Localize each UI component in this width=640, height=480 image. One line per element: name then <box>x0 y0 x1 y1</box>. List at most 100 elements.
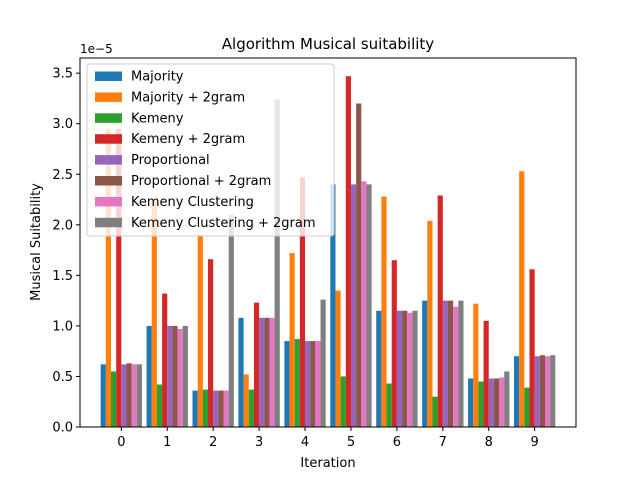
bar-5-iter-1 <box>167 325 173 427</box>
bar-2-iter-8 <box>473 303 479 427</box>
legend-swatch-6 <box>95 176 122 186</box>
y-tick-label: 1.5 <box>52 269 73 284</box>
y-tick-label: 0.0 <box>52 421 73 436</box>
bar-1-iter-0 <box>100 364 106 427</box>
bar-5-iter-9 <box>534 356 540 427</box>
legend-label-8: Kemeny Clustering + 2gram <box>131 216 316 231</box>
bar-3-iter-3 <box>248 389 254 427</box>
bar-8-iter-6 <box>412 310 418 427</box>
y-tick-label: 0.5 <box>52 370 73 385</box>
y-tick-label: 2.0 <box>52 218 73 233</box>
bar-5-iter-3 <box>259 317 265 427</box>
bar-1-iter-8 <box>468 378 474 427</box>
bar-1-iter-9 <box>514 356 520 427</box>
legend-swatch-4 <box>95 134 122 144</box>
bar-2-iter-0 <box>105 128 111 427</box>
bar-6-iter-5 <box>356 103 362 428</box>
legend-label-2: Majority + 2gram <box>131 90 245 105</box>
y-tick-label: 1.0 <box>52 319 73 334</box>
bar-1-iter-6 <box>376 310 382 427</box>
bar-2-iter-3 <box>243 374 249 427</box>
bar-7-iter-6 <box>407 312 413 427</box>
bar-8-iter-7 <box>458 300 464 427</box>
bar-8-iter-9 <box>550 355 556 427</box>
bar-4-iter-5 <box>345 76 351 427</box>
bar-4-iter-2 <box>208 259 214 427</box>
bar-8-iter-0 <box>136 364 142 427</box>
bar-3-iter-4 <box>294 339 300 427</box>
bar-8-iter-5 <box>366 184 372 427</box>
bar-4-iter-7 <box>437 195 443 427</box>
bar-4-iter-8 <box>483 320 489 427</box>
x-tick-label: 8 <box>485 435 493 450</box>
bar-3-iter-1 <box>156 384 163 427</box>
bar-4-iter-4 <box>299 177 306 427</box>
legend-label-5: Proportional <box>131 153 210 168</box>
bar-1-iter-7 <box>422 300 428 427</box>
x-tick-label: 6 <box>393 435 401 450</box>
legend-swatch-5 <box>95 155 122 165</box>
legend-swatch-8 <box>95 217 122 228</box>
legend-label-4: Kemeny + 2gram <box>131 132 245 147</box>
bar-8-iter-3 <box>274 99 280 427</box>
bars-group <box>100 76 556 428</box>
bar-3-iter-9 <box>524 387 530 427</box>
bar-7-iter-4 <box>315 341 321 427</box>
y-axis-label: Musical Suitability <box>29 183 44 301</box>
bar-2-iter-5 <box>335 290 341 427</box>
bar-6-iter-1 <box>172 325 178 427</box>
bar-4-iter-3 <box>253 302 260 427</box>
bar-5-iter-8 <box>488 378 494 427</box>
bar-7-iter-8 <box>499 377 505 427</box>
x-tick-label: 9 <box>531 435 539 450</box>
legend: Majority Majority + 2gram Kemeny Kemeny + 2… <box>86 63 335 237</box>
bar-2-iter-9 <box>519 171 525 427</box>
bar-8-iter-8 <box>504 371 510 427</box>
bar-3-iter-7 <box>432 396 438 427</box>
bar-2-iter-2 <box>197 234 203 427</box>
x-axis-label: Iteration <box>300 456 355 471</box>
bar-3-iter-0 <box>111 371 117 427</box>
bar-4-iter-9 <box>529 269 535 427</box>
bar-7-iter-2 <box>223 390 229 427</box>
bar-6-iter-3 <box>264 317 270 427</box>
bar-1-iter-1 <box>146 325 152 427</box>
legend-label-1: Majority <box>131 70 184 85</box>
legend-label-3: Kemeny <box>131 111 184 126</box>
bar-5-iter-6 <box>396 310 403 427</box>
bar-6-iter-9 <box>539 355 545 427</box>
legend-label-6: Proportional + 2gram <box>131 174 271 189</box>
y-tick-label: 3.5 <box>52 67 73 82</box>
axes-group: 0.0 0.5 1.0 1.5 2.0 2.5 3.0 3.5 0 1 2 3 4 5 6 7 8 9 <box>52 57 577 450</box>
bar-6-iter-6 <box>402 310 408 427</box>
bar-2-iter-7 <box>427 220 433 427</box>
bar-7-iter-5 <box>361 181 367 427</box>
bar-7-iter-3 <box>269 317 275 427</box>
legend-swatch-3 <box>95 113 122 123</box>
y-tick-label: 2.5 <box>52 168 73 183</box>
bar-8-iter-4 <box>320 299 326 427</box>
bar-2-iter-6 <box>381 196 387 427</box>
legend-swatch-1 <box>95 71 122 81</box>
bar-3-iter-6 <box>386 383 392 427</box>
x-tick-label: 1 <box>163 435 171 450</box>
bar-6-iter-8 <box>493 378 500 427</box>
bar-6-iter-7 <box>447 300 454 427</box>
bar-1-iter-4 <box>284 341 290 427</box>
bar-5-iter-4 <box>305 341 311 427</box>
bar-4-iter-6 <box>391 260 397 427</box>
bar-2-iter-4 <box>289 253 295 427</box>
bar-5-iter-0 <box>121 364 127 427</box>
bar-3-iter-2 <box>202 389 209 427</box>
x-tick-label: 7 <box>439 435 447 450</box>
y-scale-label: 1e−5 <box>80 42 113 56</box>
bar-1-iter-2 <box>192 390 198 427</box>
bar-7-iter-9 <box>545 356 551 427</box>
x-tick-label: 5 <box>347 435 355 450</box>
bar-1-iter-3 <box>238 317 244 427</box>
bar-7-iter-0 <box>131 364 137 427</box>
bar-8-iter-1 <box>182 325 188 427</box>
bar-7-iter-7 <box>453 306 459 427</box>
bar-5-iter-2 <box>213 390 219 427</box>
